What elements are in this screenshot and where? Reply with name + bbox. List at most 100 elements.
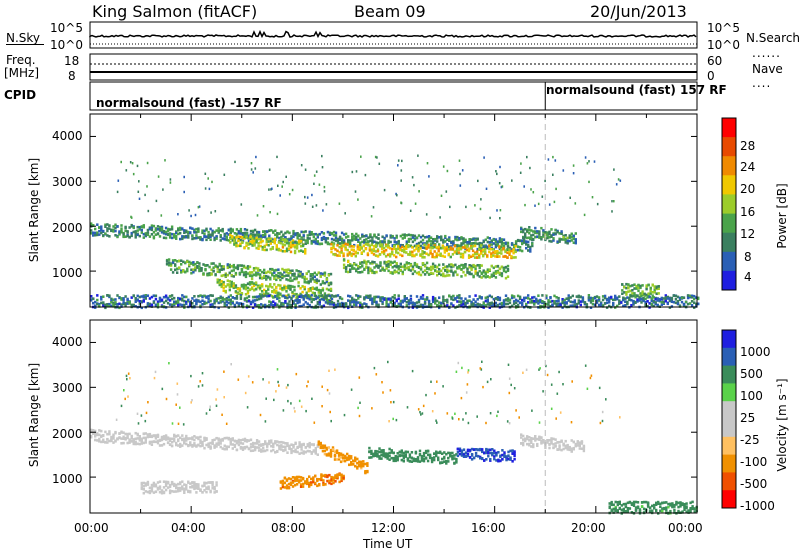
power-cell [431, 272, 435, 275]
power-cell [332, 306, 336, 309]
power-cell [372, 247, 376, 251]
power-cell [508, 298, 512, 302]
cpid-panel-frame [89, 81, 698, 111]
power-cell [423, 256, 426, 259]
velocity-cell [396, 455, 399, 458]
power-cell [122, 232, 125, 236]
power-cell [474, 294, 477, 297]
power-cell [522, 236, 525, 240]
power-cell [328, 294, 332, 298]
power-cell [391, 247, 394, 251]
power-cell [235, 244, 238, 248]
power-cell [577, 302, 580, 305]
power-cell [177, 296, 180, 300]
power-cell [368, 244, 372, 248]
power-cell [181, 227, 184, 230]
power-cell [407, 253, 410, 256]
power-cell [234, 271, 238, 275]
power-cell [295, 276, 298, 280]
power-cell [223, 298, 226, 301]
power-cell [461, 256, 465, 259]
power-cell [397, 297, 400, 300]
power-cell [548, 236, 551, 239]
velocity-cell [319, 441, 322, 445]
power-sparse-cell [569, 196, 571, 199]
power-sparse-cell [211, 180, 213, 184]
power-cell [367, 294, 370, 298]
power-cell [279, 275, 282, 278]
power-sparse-cell [572, 164, 575, 167]
power-cell [261, 285, 264, 288]
power-cell [438, 263, 441, 267]
power-cell [442, 300, 445, 304]
power-cell [285, 274, 288, 277]
velocity-cell [284, 448, 287, 452]
velocity-cell [418, 453, 422, 457]
power-cell [293, 249, 297, 253]
velocity-cell [320, 474, 323, 478]
power-cell [577, 299, 580, 302]
power-sparse-cell [281, 185, 283, 188]
velocity-cell [354, 458, 357, 462]
power-cell [281, 274, 284, 278]
power-sparse-cell [207, 177, 209, 180]
power-cell [220, 274, 223, 278]
power-cell [212, 266, 215, 269]
power-cell [506, 268, 510, 271]
power-cell [303, 287, 306, 291]
power-cell [639, 292, 642, 295]
power-cell [340, 297, 344, 301]
power-cell [450, 270, 453, 273]
velocity-cell [304, 450, 307, 454]
power-cell [365, 303, 368, 306]
velocity-cell [368, 446, 371, 450]
power-cell [630, 294, 633, 298]
power-cell [328, 302, 332, 306]
power-cell [349, 264, 352, 268]
power-cell [638, 299, 641, 302]
power-cell [450, 297, 453, 301]
power-cell [136, 225, 139, 229]
power-sparse-cell [120, 160, 122, 164]
power-cell [463, 246, 467, 249]
noise-sky-line [89, 29, 697, 39]
power-cell [369, 297, 372, 300]
velocity-cell [340, 477, 343, 481]
velocity-cell [316, 453, 319, 456]
power-cell [178, 259, 181, 263]
velocity-cell [310, 483, 313, 487]
power-cell [397, 245, 400, 248]
velocity-cell [233, 445, 237, 448]
power-cell [558, 239, 561, 242]
power-cell [387, 241, 390, 244]
power-cell [545, 294, 548, 298]
power-sparse-cell [130, 215, 132, 219]
velocity-cell [255, 441, 259, 444]
power-cell [296, 232, 299, 235]
power-cell [222, 280, 225, 284]
vel-cb-tick-1000: 1000 [740, 345, 771, 359]
power-cell [395, 236, 398, 239]
velocity-cell [241, 448, 245, 451]
power-cell [329, 281, 333, 285]
power-cell [405, 234, 408, 237]
power-cell [435, 252, 438, 255]
power-cell [160, 227, 164, 230]
power-sparse-cell [262, 205, 265, 208]
power-cell [342, 244, 345, 248]
power-cell [184, 270, 187, 274]
power-cell [191, 297, 194, 300]
power-cell [502, 305, 506, 308]
power-cell [629, 284, 632, 288]
velocity-cell [207, 443, 210, 447]
power-cell [492, 304, 495, 308]
power-cell [318, 232, 321, 236]
power-cell [279, 278, 282, 282]
power-cell [458, 296, 461, 300]
power-cell [308, 230, 311, 234]
power-cell [383, 268, 386, 272]
power-sparse-cell [279, 194, 281, 197]
velocity-cell [173, 437, 176, 440]
power-cell [403, 265, 406, 268]
power-cell [528, 226, 531, 229]
